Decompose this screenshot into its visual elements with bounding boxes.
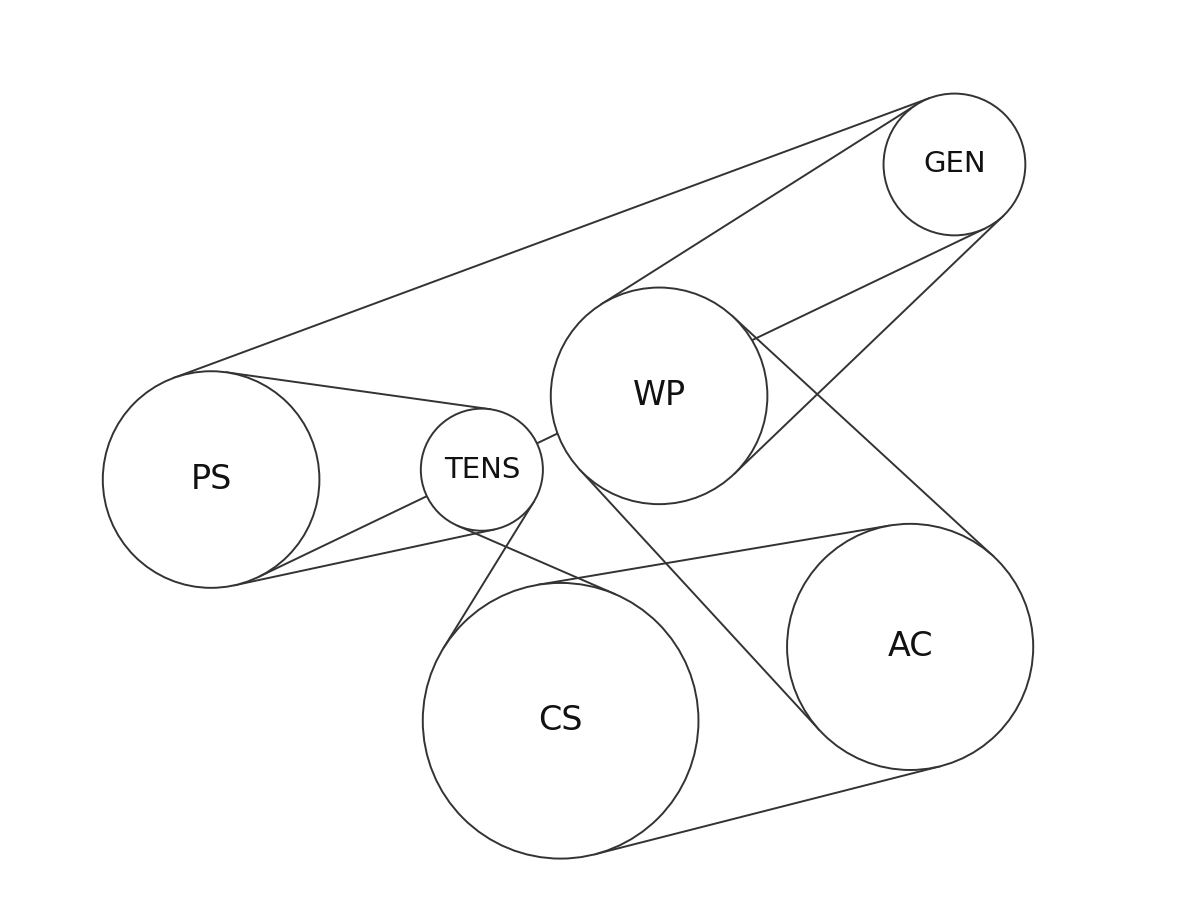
Text: TENS: TENS xyxy=(444,455,520,483)
Text: WP: WP xyxy=(632,379,685,412)
Text: PS: PS xyxy=(191,463,232,496)
Circle shape xyxy=(421,409,542,531)
Circle shape xyxy=(103,371,319,588)
Text: GEN: GEN xyxy=(923,150,985,178)
Circle shape xyxy=(551,287,767,504)
Circle shape xyxy=(787,524,1033,770)
Circle shape xyxy=(883,94,1025,236)
Text: CS: CS xyxy=(539,705,583,737)
Circle shape xyxy=(422,583,698,859)
Text: AC: AC xyxy=(887,630,932,663)
